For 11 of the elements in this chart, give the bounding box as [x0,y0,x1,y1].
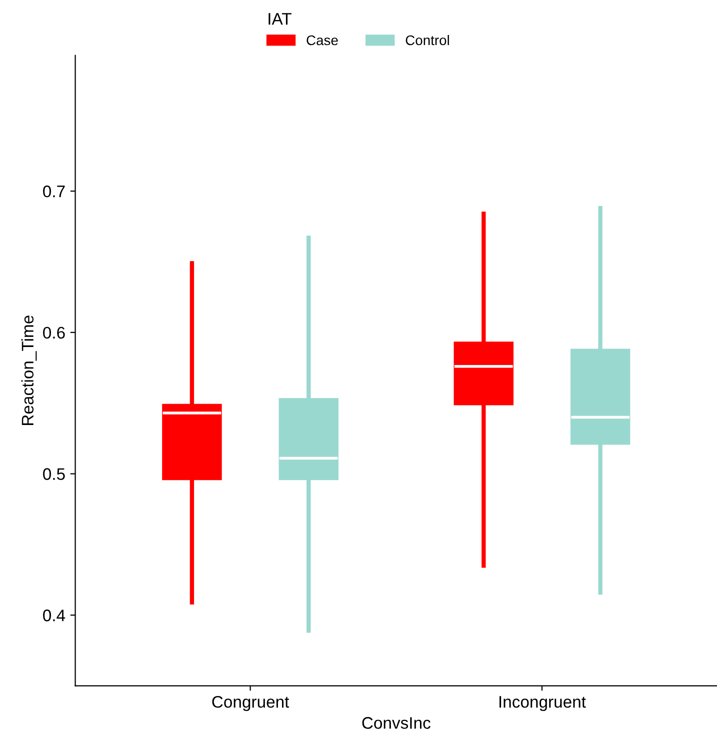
y-tick-label: 0.5 [43,468,65,480]
y-axis-title: Reaction_Time [21,316,37,425]
legend-label: Control [406,34,449,46]
x-tick-label: Congruent [212,696,290,712]
y-tick-label: 0.4 [43,610,66,622]
x-tick-label: Incongruent [500,696,586,712]
y-tick-label: 0.7 [43,186,65,198]
legend-label: Case [306,35,338,46]
y-tick-label: 0.6 [43,326,65,339]
x-axis-title: ConvsInc [362,717,430,729]
legend-title: IAT [268,13,292,25]
